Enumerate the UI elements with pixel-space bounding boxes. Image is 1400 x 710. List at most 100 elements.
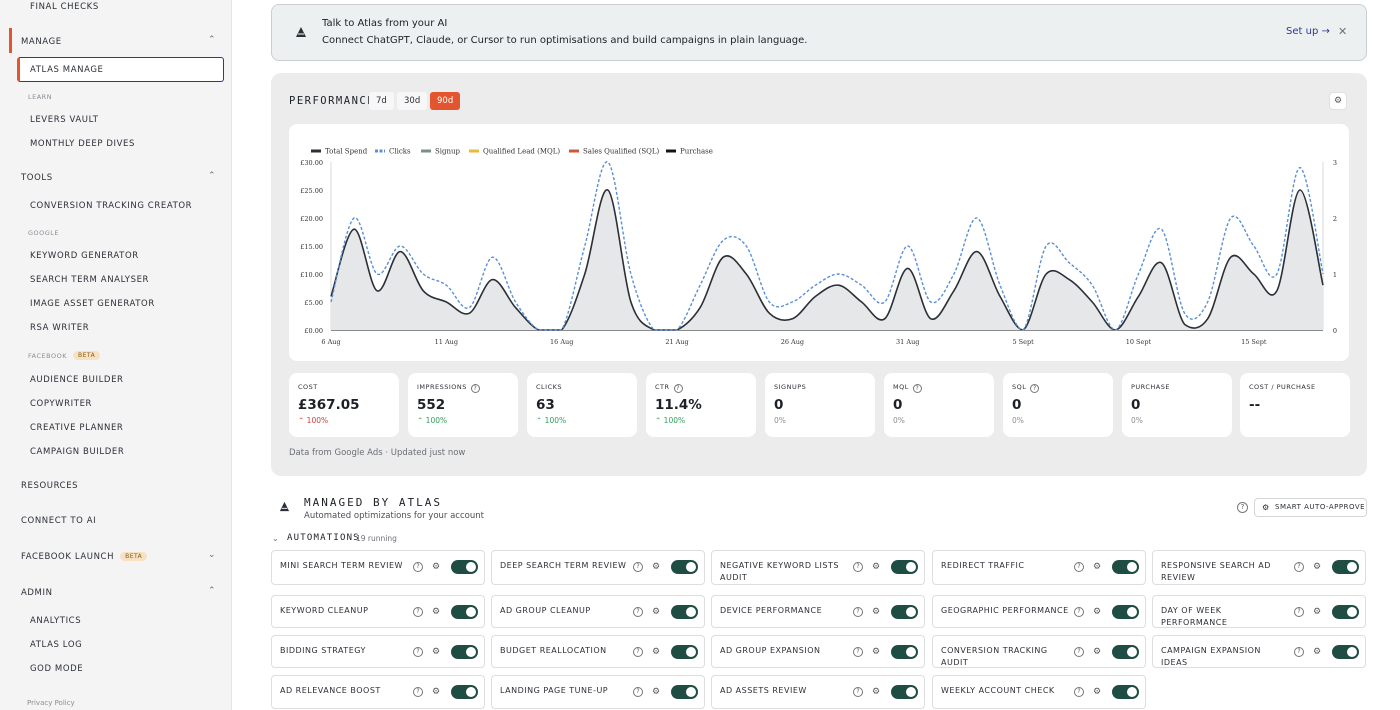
help-icon[interactable]: ? bbox=[633, 607, 643, 617]
sidebar-item-rsa-writer[interactable]: RSA WRITER bbox=[30, 323, 90, 333]
help-icon[interactable]: ? bbox=[413, 687, 423, 697]
gear-icon[interactable]: ⚙ bbox=[1093, 562, 1102, 572]
sidebar-item-creative-planner[interactable]: CREATIVE PLANNER bbox=[30, 423, 124, 433]
sidebar-item-atlas-log[interactable]: ATLAS LOG bbox=[30, 640, 83, 650]
automation-toggle[interactable] bbox=[1332, 560, 1359, 574]
help-icon[interactable]: ? bbox=[413, 607, 423, 617]
help-icon[interactable]: ? bbox=[1074, 562, 1084, 572]
range-tab-30d[interactable]: 30d bbox=[397, 92, 428, 110]
gear-icon[interactable]: ⚙ bbox=[432, 562, 441, 572]
automation-toggle[interactable] bbox=[671, 645, 698, 659]
sidebar-item-levers-vault[interactable]: LEVERS VAULT bbox=[30, 115, 99, 125]
help-icon[interactable]: ? bbox=[1294, 562, 1304, 572]
automation-toggle[interactable] bbox=[671, 685, 698, 699]
sidebar-item-campaign-builder[interactable]: CAMPAIGN BUILDER bbox=[30, 447, 125, 457]
gear-icon[interactable]: ⚙ bbox=[432, 607, 441, 617]
help-icon[interactable]: ? bbox=[633, 562, 643, 572]
chevron-down-icon[interactable]: ⌄ bbox=[208, 550, 216, 560]
gear-icon[interactable]: ⚙ bbox=[652, 647, 661, 657]
gear-icon[interactable]: ⚙ bbox=[1313, 607, 1322, 617]
sidebar-item-monthly-deep-dives[interactable]: MONTHLY DEEP DIVES bbox=[30, 139, 136, 149]
sidebar-section-tools[interactable]: TOOLS bbox=[21, 173, 53, 183]
automation-toggle[interactable] bbox=[1112, 685, 1139, 699]
help-icon[interactable]: ? bbox=[470, 384, 480, 393]
automation-toggle[interactable] bbox=[891, 685, 918, 699]
sidebar-item-connect-to-ai[interactable]: CONNECT TO AI bbox=[21, 516, 97, 526]
help-icon[interactable]: ? bbox=[633, 687, 643, 697]
chevron-up-icon[interactable]: ⌃ bbox=[208, 35, 216, 45]
gear-icon[interactable]: ⚙ bbox=[1329, 92, 1347, 110]
sidebar-item-keyword-generator[interactable]: KEYWORD GENERATOR bbox=[30, 251, 139, 261]
chevron-down-icon[interactable]: ⌄ bbox=[272, 534, 279, 543]
sidebar-item-resources[interactable]: RESOURCES bbox=[21, 481, 79, 491]
sidebar-item-final-checks[interactable]: FINAL CHECKS bbox=[30, 2, 99, 12]
sidebar-section-manage[interactable]: MANAGE bbox=[21, 37, 62, 47]
gear-icon[interactable]: ⚙ bbox=[1313, 647, 1322, 657]
automation-toggle[interactable] bbox=[1112, 605, 1139, 619]
gear-icon[interactable]: ⚙ bbox=[652, 607, 661, 617]
automation-toggle[interactable] bbox=[451, 560, 478, 574]
help-icon[interactable]: ? bbox=[853, 562, 863, 572]
help-icon[interactable]: ? bbox=[912, 384, 922, 393]
sidebar-item-copywriter[interactable]: COPYWRITER bbox=[30, 399, 93, 409]
privacy-policy-link[interactable]: Privacy Policy bbox=[27, 699, 75, 707]
gear-icon[interactable]: ⚙ bbox=[872, 607, 881, 617]
sidebar-item-atlas-manage-active[interactable] bbox=[17, 57, 224, 82]
gear-icon[interactable]: ⚙ bbox=[652, 687, 661, 697]
chevron-up-icon[interactable]: ⌃ bbox=[208, 171, 216, 181]
automation-toggle[interactable] bbox=[891, 605, 918, 619]
gear-icon[interactable]: ⚙ bbox=[1093, 687, 1102, 697]
automation-toggle[interactable] bbox=[671, 560, 698, 574]
sidebar-item-god-mode[interactable]: GOD MODE bbox=[30, 664, 84, 674]
sidebar-item-audience-builder[interactable]: AUDIENCE BUILDER bbox=[30, 375, 124, 385]
help-icon[interactable]: ? bbox=[1030, 384, 1040, 393]
sidebar-item-conversion-tracking-creator[interactable]: CONVERSION TRACKING CREATOR bbox=[30, 201, 193, 211]
setup-link[interactable]: Set up → bbox=[1286, 26, 1330, 37]
sidebar-section-admin[interactable]: ADMIN bbox=[21, 588, 53, 598]
gear-icon[interactable]: ⚙ bbox=[872, 687, 881, 697]
automations-title[interactable]: AUTOMATIONS bbox=[287, 533, 360, 543]
help-icon[interactable]: ? bbox=[673, 384, 683, 393]
atlas-logo-icon bbox=[296, 27, 306, 37]
gear-icon[interactable]: ⚙ bbox=[1093, 607, 1102, 617]
help-icon[interactable]: ? bbox=[1294, 607, 1304, 617]
sidebar-item-search-term-analyser[interactable]: SEARCH TERM ANALYSER bbox=[30, 275, 150, 285]
automation-toggle[interactable] bbox=[671, 605, 698, 619]
gear-icon[interactable]: ⚙ bbox=[872, 647, 881, 657]
automation-toggle[interactable] bbox=[1112, 645, 1139, 659]
gear-icon[interactable]: ⚙ bbox=[1093, 647, 1102, 657]
sidebar-section-facebook-launch[interactable]: FACEBOOK LAUNCH BETA bbox=[21, 552, 148, 562]
range-tab-90d[interactable]: 90d bbox=[430, 92, 461, 110]
gear-icon[interactable]: ⚙ bbox=[1313, 562, 1322, 572]
range-tab-7d[interactable]: 7d bbox=[369, 92, 394, 110]
help-icon[interactable]: ? bbox=[1074, 687, 1084, 697]
help-icon[interactable]: ? bbox=[853, 647, 863, 657]
help-icon[interactable]: ? bbox=[1237, 502, 1248, 513]
automation-toggle[interactable] bbox=[891, 645, 918, 659]
help-icon[interactable]: ? bbox=[413, 562, 423, 572]
gear-icon[interactable]: ⚙ bbox=[652, 562, 661, 572]
automation-toggle[interactable] bbox=[451, 685, 478, 699]
close-icon[interactable]: ✕ bbox=[1338, 25, 1348, 38]
automation-toggle[interactable] bbox=[451, 605, 478, 619]
automation-toggle[interactable] bbox=[451, 645, 478, 659]
chevron-up-icon[interactable]: ⌃ bbox=[208, 586, 216, 596]
gear-icon[interactable]: ⚙ bbox=[432, 687, 441, 697]
smart-auto-approve-button[interactable]: ⚙ SMART AUTO-APPROVE bbox=[1254, 498, 1367, 517]
automation-toggle[interactable] bbox=[891, 560, 918, 574]
gear-icon[interactable]: ⚙ bbox=[872, 562, 881, 572]
help-icon[interactable]: ? bbox=[633, 647, 643, 657]
automation-toggle[interactable] bbox=[1332, 605, 1359, 619]
gear-icon[interactable]: ⚙ bbox=[432, 647, 441, 657]
help-icon[interactable]: ? bbox=[1074, 607, 1084, 617]
help-icon[interactable]: ? bbox=[413, 647, 423, 657]
help-icon[interactable]: ? bbox=[853, 687, 863, 697]
help-icon[interactable]: ? bbox=[1074, 647, 1084, 657]
help-icon[interactable]: ? bbox=[1294, 647, 1304, 657]
automation-toggle[interactable] bbox=[1112, 560, 1139, 574]
sidebar-item-atlas-manage[interactable]: ATLAS MANAGE bbox=[30, 65, 104, 75]
sidebar-item-image-asset-generator[interactable]: IMAGE ASSET GENERATOR bbox=[30, 299, 155, 309]
sidebar-item-analytics[interactable]: ANALYTICS bbox=[30, 616, 82, 626]
automation-toggle[interactable] bbox=[1332, 645, 1359, 659]
help-icon[interactable]: ? bbox=[853, 607, 863, 617]
